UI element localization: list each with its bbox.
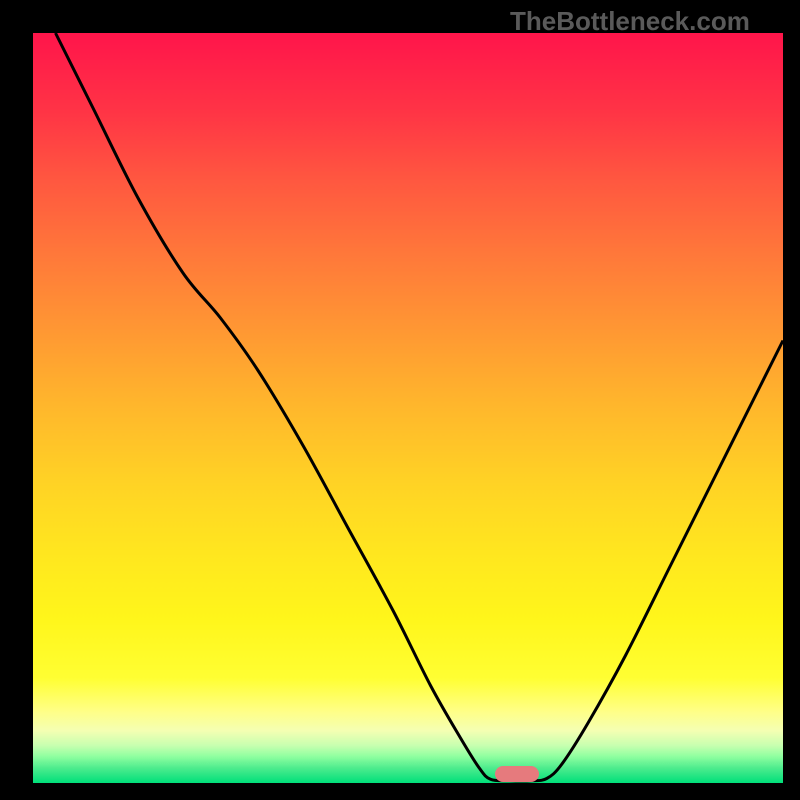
chart-container: TheBottleneck.com [0, 0, 800, 800]
watermark-text: TheBottleneck.com [510, 6, 750, 37]
bottleneck-curve [56, 33, 784, 781]
curve-layer [0, 0, 800, 800]
optimal-marker [495, 766, 539, 782]
